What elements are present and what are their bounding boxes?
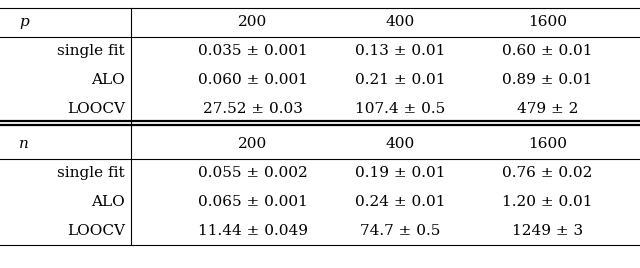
Text: 0.76 ± 0.02: 0.76 ± 0.02 (502, 166, 593, 180)
Text: 0.035 ± 0.001: 0.035 ± 0.001 (198, 44, 308, 58)
Text: 0.060 ± 0.001: 0.060 ± 0.001 (198, 73, 308, 87)
Text: 479 ± 2: 479 ± 2 (516, 102, 578, 116)
Text: 400: 400 (385, 137, 415, 151)
Text: 0.24 ± 0.01: 0.24 ± 0.01 (355, 195, 445, 209)
Text: 400: 400 (385, 16, 415, 29)
Text: p: p (19, 16, 29, 29)
Text: 0.89 ± 0.01: 0.89 ± 0.01 (502, 73, 593, 87)
Text: 200: 200 (238, 137, 268, 151)
Text: LOOCV: LOOCV (67, 102, 125, 116)
Text: LOOCV: LOOCV (67, 224, 125, 238)
Text: 0.065 ± 0.001: 0.065 ± 0.001 (198, 195, 308, 209)
Text: ALO: ALO (91, 73, 125, 87)
Text: 11.44 ± 0.049: 11.44 ± 0.049 (198, 224, 308, 238)
Text: 0.13 ± 0.01: 0.13 ± 0.01 (355, 44, 445, 58)
Text: 1.20 ± 0.01: 1.20 ± 0.01 (502, 195, 593, 209)
Text: 1600: 1600 (528, 137, 566, 151)
Text: single fit: single fit (57, 44, 125, 58)
Text: 74.7 ± 0.5: 74.7 ± 0.5 (360, 224, 440, 238)
Text: 0.19 ± 0.01: 0.19 ± 0.01 (355, 166, 445, 180)
Text: n: n (19, 137, 29, 151)
Text: 0.055 ± 0.002: 0.055 ± 0.002 (198, 166, 308, 180)
Text: 107.4 ± 0.5: 107.4 ± 0.5 (355, 102, 445, 116)
Text: 27.52 ± 0.03: 27.52 ± 0.03 (203, 102, 303, 116)
Text: 1600: 1600 (528, 16, 566, 29)
Text: 1249 ± 3: 1249 ± 3 (511, 224, 583, 238)
Text: ALO: ALO (91, 195, 125, 209)
Text: 200: 200 (238, 16, 268, 29)
Text: 0.60 ± 0.01: 0.60 ± 0.01 (502, 44, 593, 58)
Text: 0.21 ± 0.01: 0.21 ± 0.01 (355, 73, 445, 87)
Text: single fit: single fit (57, 166, 125, 180)
